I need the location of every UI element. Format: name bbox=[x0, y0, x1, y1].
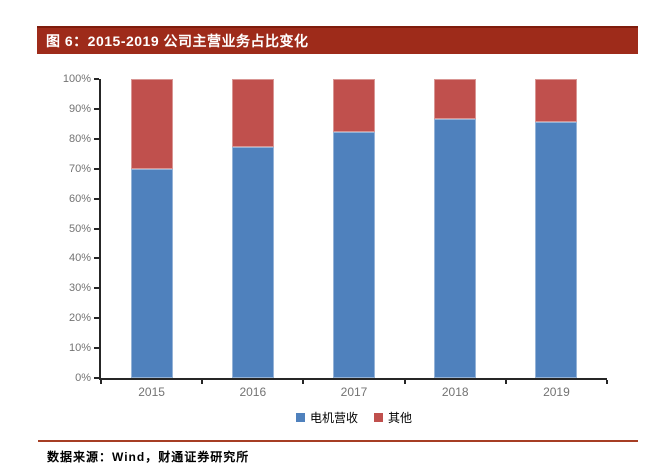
legend-label: 电机营收 bbox=[309, 411, 358, 425]
y-axis-labels: 0% 10% 20% 30% 40% 50% 60% 70% 80% 90% 100% bbox=[25, 73, 91, 384]
y-axis-tick bbox=[94, 377, 99, 379]
bar-segment-电机营收 bbox=[130, 168, 173, 378]
x-axis-tick bbox=[606, 380, 608, 384]
y-axis-tick bbox=[94, 227, 99, 230]
y-axis-tick bbox=[94, 287, 99, 290]
x-axis-labels: 2015 2016 2017 2018 2019 bbox=[101, 385, 607, 399]
y-axis-tick bbox=[94, 257, 99, 260]
y-tick-label: 60% bbox=[68, 192, 91, 205]
legend-swatch-icon bbox=[374, 413, 383, 422]
y-tick-label: 0% bbox=[75, 372, 91, 384]
bar-segment-电机营收 bbox=[231, 146, 274, 378]
y-axis-tick bbox=[94, 317, 99, 320]
y-axis-tick bbox=[94, 167, 99, 170]
figure-title: 图 6：2015-2019 公司主营业务占比变化 bbox=[46, 33, 309, 49]
y-axis-tick bbox=[94, 197, 99, 200]
bar-segment-电机营收 bbox=[535, 121, 578, 378]
plot-area bbox=[94, 78, 608, 384]
y-tick-label: 50% bbox=[68, 222, 91, 235]
bar-segment-其他 bbox=[434, 79, 477, 120]
y-tick-label: 100% bbox=[62, 73, 91, 85]
y-tick-label: 80% bbox=[68, 132, 91, 145]
legend-item: 其他 bbox=[374, 409, 412, 426]
x-tick-label: 2017 bbox=[340, 385, 368, 399]
x-tick-label: 2016 bbox=[239, 385, 267, 399]
y-tick-label: 30% bbox=[68, 282, 91, 295]
x-tick-label: 2019 bbox=[543, 385, 570, 399]
footer-divider bbox=[38, 440, 638, 442]
y-tick-label: 40% bbox=[68, 252, 91, 265]
y-axis-tick bbox=[94, 137, 99, 140]
legend-label: 其他 bbox=[388, 411, 413, 425]
y-axis-tick bbox=[94, 347, 99, 350]
bar-segment-电机营收 bbox=[434, 119, 477, 378]
x-tick-label: 2018 bbox=[441, 385, 469, 399]
x-axis-tick bbox=[302, 380, 305, 384]
x-axis-tick bbox=[100, 380, 102, 384]
y-axis-tick bbox=[94, 107, 99, 110]
legend-item: 电机营收 bbox=[295, 409, 358, 426]
y-tick-label: 90% bbox=[68, 102, 91, 115]
y-axis-tick bbox=[94, 78, 99, 80]
bar-segment-其他 bbox=[333, 79, 375, 132]
bar-segment-其他 bbox=[535, 79, 578, 122]
y-tick-label: 20% bbox=[68, 312, 91, 325]
figure-title-bar: 图 6：2015-2019 公司主营业务占比变化 bbox=[37, 26, 638, 54]
legend-swatch-icon bbox=[295, 413, 305, 422]
x-axis-tick bbox=[403, 380, 406, 384]
chart-legend: 电机营收 其他 bbox=[101, 409, 607, 426]
bar-segment-其他 bbox=[130, 79, 173, 169]
x-axis-tick bbox=[504, 380, 507, 384]
data-source-note: 数据来源：Wind，财通证券研究所 bbox=[47, 450, 250, 464]
bar-segment-电机营收 bbox=[333, 131, 375, 378]
y-tick-label: 70% bbox=[68, 162, 91, 175]
bar-segment-其他 bbox=[231, 79, 274, 147]
x-tick-label: 2015 bbox=[138, 385, 165, 399]
x-axis-tick bbox=[201, 380, 204, 384]
y-tick-label: 10% bbox=[68, 342, 91, 355]
